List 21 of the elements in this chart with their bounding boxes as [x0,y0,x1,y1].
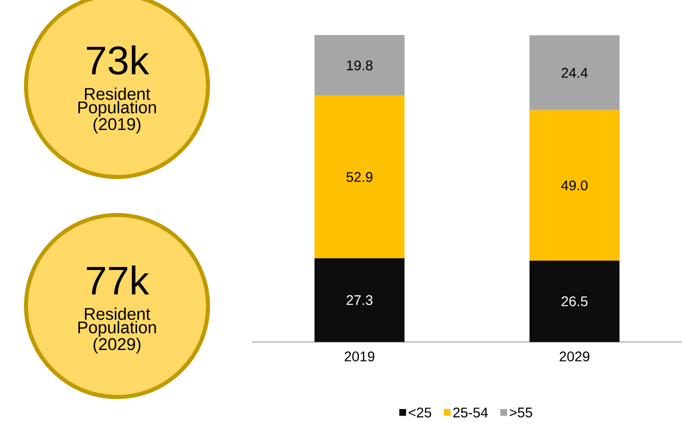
data-label: 26.5 [562,296,588,306]
text: Resident Population (2029) [78,308,156,354]
bar [314,96,405,258]
x-tick-label: 2019 [344,352,374,362]
bar [314,34,405,96]
data-label: 49.0 [561,180,588,190]
data-label: 19.8 [346,60,372,70]
bar [530,110,620,261]
text: 77k [86,266,150,294]
data-label: 52.9 [346,172,372,182]
bar [314,258,405,342]
legend-label: <25 [408,408,432,418]
text: Resident Population (2019) [78,88,156,134]
data-label: 24.4 [562,68,588,78]
x-tick-label: 2029 [560,352,590,362]
text: 73k [86,45,150,75]
legend-label: >55 [510,408,532,418]
legend-label: 25-54 [453,408,488,418]
bar [530,35,620,110]
bar [530,260,620,342]
data-label: 27.3 [346,295,372,306]
